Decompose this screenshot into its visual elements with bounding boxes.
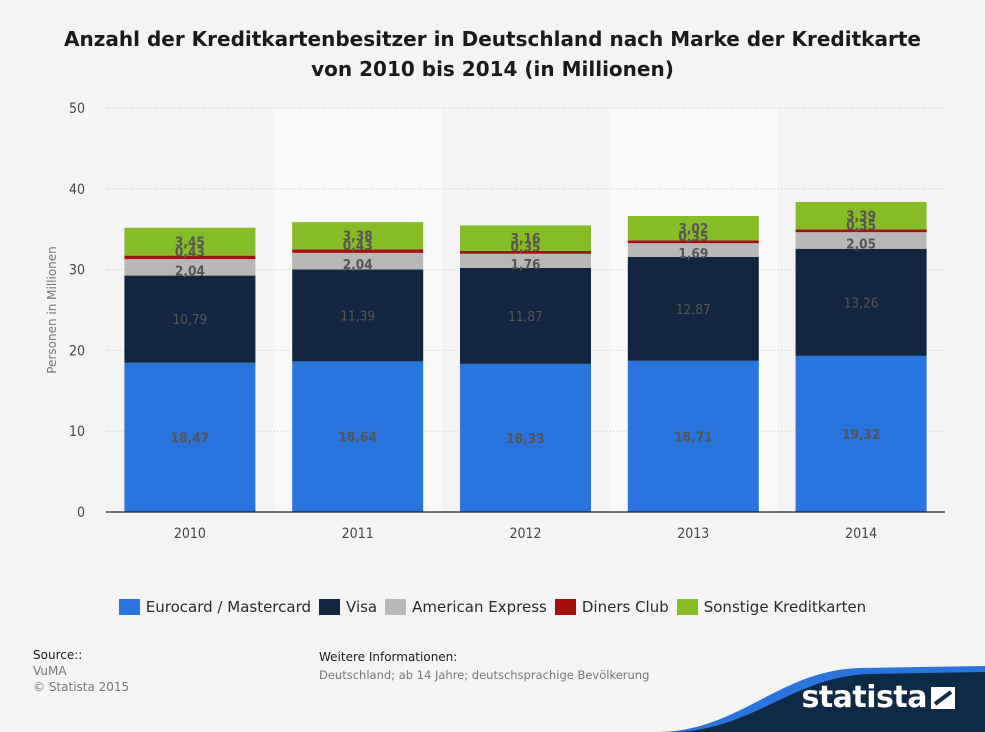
- legend-swatch: [118, 599, 140, 615]
- data-label: 12,87: [676, 302, 711, 318]
- bar-segment: [795, 229, 927, 233]
- data-label: 10,79: [173, 312, 208, 328]
- data-label: 11,39: [340, 308, 375, 324]
- data-label: 3,45: [175, 235, 205, 251]
- y-tick-label: 30: [69, 263, 85, 279]
- x-tick-label: 2013: [677, 526, 709, 542]
- data-label: 3,02: [678, 221, 708, 237]
- chart-title-line2: von 2010 bis 2014 (in Millionen): [311, 57, 674, 81]
- data-label: 0,43: [343, 238, 373, 254]
- statista-logo[interactable]: statista: [801, 680, 927, 715]
- bar-segment: [292, 269, 424, 362]
- x-tick-label: 2014: [845, 526, 877, 542]
- bar-segment: [292, 361, 424, 512]
- data-label: 18,64: [338, 430, 376, 446]
- data-label: 0,43: [175, 244, 205, 260]
- bar-segment: [795, 248, 927, 356]
- source-line: VuMA: [33, 664, 67, 678]
- bar-segment: [795, 355, 927, 512]
- chart-legend: Eurocard / Mastercard Visa American Expres…: [0, 598, 985, 616]
- data-label: 0,35: [511, 239, 541, 255]
- legend-item[interactable]: Eurocard / Mastercard: [118, 598, 312, 616]
- bar-segment: [292, 252, 424, 270]
- bar-segment: [124, 275, 256, 363]
- data-label: 13,26: [844, 295, 879, 311]
- legend-swatch: [385, 599, 407, 615]
- info-block: Weitere Informationen: Deutschland; ab 1…: [319, 650, 649, 682]
- data-label: 0,35: [846, 218, 876, 234]
- data-label: 3,38: [343, 229, 373, 245]
- bar-segment: [795, 232, 927, 249]
- y-tick-label: 0: [77, 505, 85, 521]
- info-text: Deutschland; ab 14 Jahre; deutschsprachi…: [319, 668, 650, 682]
- data-label: 2,04: [343, 257, 373, 273]
- data-label: 18,33: [506, 431, 544, 447]
- source-block: Source:: VuMA © Statista 2015: [33, 648, 129, 694]
- data-label: 1,69: [678, 246, 708, 262]
- bar-segment: [795, 201, 927, 230]
- brand-swoosh: [660, 666, 985, 732]
- chart-title: Anzahl der Kreditkartenbesitzer in Deuts…: [40, 24, 945, 84]
- data-label: 1,76: [511, 257, 541, 273]
- bar-segment: [124, 259, 256, 276]
- y-tick-label: 20: [69, 343, 85, 359]
- statista-logo-icon: [931, 687, 955, 709]
- legend-item[interactable]: American Express: [385, 598, 547, 616]
- x-tick-label: 2012: [509, 526, 541, 542]
- bar-segment: [124, 255, 256, 260]
- legend-swatch: [319, 599, 341, 615]
- data-label: 2,05: [846, 236, 876, 252]
- data-label: 2,04: [175, 263, 205, 279]
- bar-segment: [627, 240, 759, 244]
- bar-segment: [460, 225, 591, 251]
- bar-segment: [460, 253, 591, 268]
- stacked-bar-chart: 0 10 20 30 40 50 Personen in Millionen 18,47 10,…: [45, 101, 945, 542]
- bar-segment: [627, 243, 759, 257]
- data-label: 3,39: [846, 209, 876, 225]
- data-label: 3,16: [511, 231, 541, 247]
- bar-segment: [460, 363, 591, 512]
- bar-segment: [292, 222, 424, 250]
- copyright-line: © Statista 2015: [33, 680, 130, 694]
- legend-swatch: [676, 599, 698, 615]
- legend-swatch: [554, 599, 576, 615]
- bar-segment: [627, 215, 759, 241]
- bar-segment: [460, 267, 591, 364]
- data-label: 18,47: [171, 430, 209, 446]
- legend-item[interactable]: Diners Club: [554, 598, 669, 616]
- source-label: Source::: [33, 648, 83, 662]
- info-label: Weitere Informationen:: [319, 650, 458, 664]
- chart-title-line1: Anzahl der Kreditkartenbesitzer in Deuts…: [64, 27, 921, 51]
- data-label: 19,32: [842, 427, 880, 443]
- data-label: 18,71: [674, 429, 712, 445]
- bar-segment: [460, 250, 591, 254]
- bar-segment: [124, 362, 256, 512]
- data-label: 0,35: [678, 229, 708, 245]
- x-tick-label: 2011: [342, 526, 374, 542]
- legend-label: Visa: [346, 598, 378, 616]
- legend-label: Diners Club: [581, 598, 669, 616]
- bar-segment: [292, 249, 424, 253]
- legend-label: Eurocard / Mastercard: [145, 598, 312, 616]
- legend-item[interactable]: Visa: [319, 598, 377, 616]
- legend-label: American Express: [412, 598, 547, 616]
- y-tick-label: 40: [69, 182, 85, 198]
- x-tick-label: 2010: [174, 526, 206, 542]
- bar-segment: [627, 256, 759, 361]
- legend-label: Sonstige Kreditkarten: [703, 598, 867, 616]
- data-label: 11,87: [508, 309, 543, 325]
- legend-item[interactable]: Sonstige Kreditkarten: [676, 598, 867, 616]
- y-tick-label: 50: [69, 101, 85, 117]
- bar-segment: [124, 227, 256, 256]
- bar-segment: [627, 360, 759, 512]
- y-axis-label: Personen in Millionen: [45, 246, 59, 374]
- y-tick-label: 10: [69, 424, 85, 440]
